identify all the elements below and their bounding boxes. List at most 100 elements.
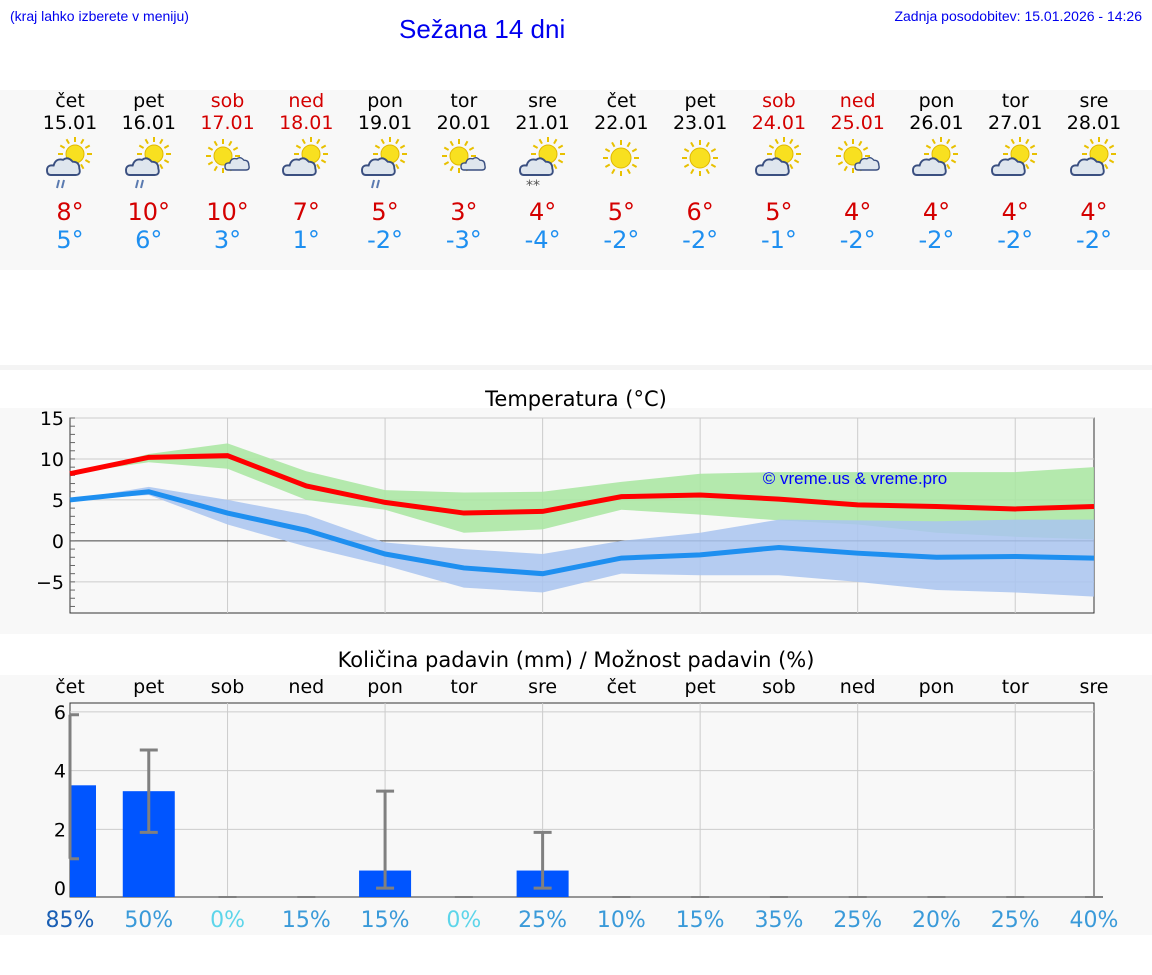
day-date: 23.01 [672, 112, 728, 134]
temp-min: -2° [682, 226, 719, 254]
temp-max: 5° [765, 198, 793, 226]
day-date: 19.01 [357, 112, 413, 134]
temp-max: 10° [127, 198, 171, 226]
precipitation-chart-title: Količina padavin (mm) / Možnost padavin … [337, 648, 815, 672]
day-date: 25.01 [830, 112, 885, 134]
precipitation-chart: čet pet sob ned pon tor sre čet pet sob ned pon tor s… [46, 676, 1119, 932]
day-date: 15.01 [42, 112, 98, 134]
precip-probability: 10% [597, 908, 646, 932]
precip-probability: 0% [210, 908, 245, 932]
category-label: sob [211, 676, 245, 698]
day-name: tor [450, 90, 478, 112]
temperature-chart-title: Temperatura (°C) [485, 387, 667, 411]
sun-small-cloud-icon [819, 136, 897, 194]
day-date: 17.01 [200, 112, 255, 134]
sun-cloud-icon [1055, 136, 1133, 194]
divider [0, 365, 1152, 370]
day-name: pon [918, 90, 955, 112]
temperature-chart: 15 10 5 0 −5 © vreme.us & vreme.pro [36, 408, 1095, 614]
precip-probability: 85% [46, 908, 95, 932]
svg-text:**: ** [526, 178, 540, 194]
location-menu-hint: (kraj lahko izberete v meniju) [10, 8, 189, 24]
precip-probability: 40% [1070, 908, 1119, 932]
day-name: pet [133, 90, 165, 112]
max-temp-line [69, 453, 1095, 516]
precip-probability: 15% [282, 908, 331, 932]
temp-max: 3° [450, 198, 478, 226]
temp-max: 4° [844, 198, 872, 226]
sun-cloud-icon [976, 136, 1054, 194]
precip-bar [70, 785, 96, 897]
temp-max: 5° [607, 198, 636, 226]
temp-min: -2° [367, 226, 404, 254]
temp-min: -2° [918, 226, 955, 254]
daily-forecast-panel [0, 90, 1152, 270]
category-label: sre [1080, 676, 1109, 698]
max-temp-range-band [70, 443, 1094, 540]
category-label: pet [133, 676, 164, 698]
day-name: ned [288, 90, 325, 112]
y-tick-label: 0 [54, 878, 66, 900]
day-name: sob [762, 90, 796, 112]
precip-probability: 0% [446, 908, 481, 932]
precip-probability: 15% [361, 908, 410, 932]
sun-small-cloud-icon [189, 136, 267, 194]
temp-min: -3° [445, 226, 482, 254]
day-date: 16.01 [121, 112, 176, 134]
temp-max: 4° [1001, 198, 1029, 226]
y-tick-label: 0 [52, 531, 64, 553]
temp-min: -2° [603, 226, 640, 254]
y-tick-label: 4 [54, 761, 66, 783]
temp-max: 4° [528, 198, 557, 226]
precip-probability: 20% [912, 908, 961, 932]
day-name: ned [839, 90, 876, 112]
category-label: sre [528, 676, 557, 698]
category-label: ned [840, 676, 876, 698]
page-title: Sežana 14 dni [399, 14, 566, 44]
temp-max: 8° [56, 198, 84, 226]
day-name: čet [606, 90, 637, 112]
day-name: sre [528, 90, 558, 112]
day-name: sob [210, 90, 245, 112]
temp-max: 4° [922, 198, 951, 226]
sun-cloud-icon [897, 136, 975, 194]
day-name: pet [684, 90, 716, 112]
day-date: 21.01 [515, 112, 570, 134]
temp-max: 7° [292, 198, 320, 226]
y-tick-label: 6 [54, 702, 66, 724]
sun-cloud-icon [740, 136, 818, 194]
temp-max: 10° [206, 198, 249, 226]
y-tick-label: 5 [52, 490, 64, 512]
y-tick-label: 15 [40, 408, 64, 430]
temp-min: -4° [524, 226, 561, 254]
category-label: pon [367, 676, 403, 698]
min-temp-line [69, 489, 1095, 577]
y-tick-label: 2 [54, 819, 66, 841]
day-name: čet [55, 90, 85, 112]
day-date: 22.01 [594, 112, 649, 134]
temp-min: 3° [213, 226, 242, 254]
category-label: čet [607, 676, 637, 698]
temp-min: 5° [56, 226, 84, 254]
day-date: 28.01 [1066, 112, 1122, 134]
category-label: čet [55, 676, 85, 698]
day-name: pon [367, 90, 403, 112]
day-date: 20.01 [436, 112, 492, 134]
sun-cloud-rain-icon [110, 136, 188, 194]
precip-probability: 25% [833, 908, 882, 932]
temp-max: 4° [1080, 198, 1108, 226]
last-updated: Zadnja posodobitev: 15.01.2026 - 14:26 [894, 8, 1142, 24]
temp-max: 5° [371, 198, 399, 226]
y-tick-label: −5 [36, 572, 64, 594]
precip-probability: 35% [754, 908, 803, 932]
day-date: 24.01 [751, 112, 807, 134]
temp-min: 1° [292, 226, 320, 254]
temp-max: 6° [686, 198, 714, 226]
plot-area [69, 702, 1095, 898]
day-date: 27.01 [988, 112, 1043, 134]
watermark: © vreme.us & vreme.pro [763, 469, 947, 488]
temp-min: -2° [997, 226, 1034, 254]
sun-cloud-icon [267, 136, 345, 194]
min-temp-range-band [70, 486, 1094, 597]
temp-min: 6° [135, 226, 163, 254]
